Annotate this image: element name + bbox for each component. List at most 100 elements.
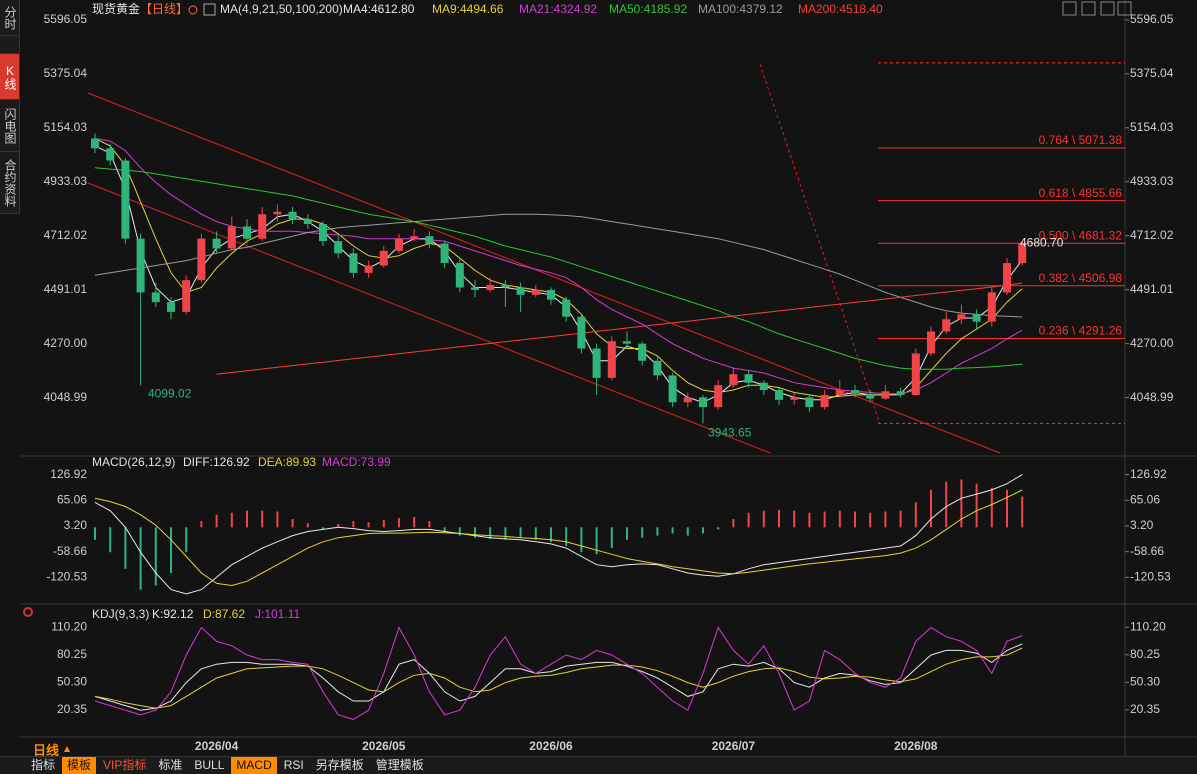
indicator-icon[interactable] xyxy=(203,3,216,16)
candle-body xyxy=(911,353,920,395)
macd-bar xyxy=(975,483,978,528)
x-tick-label: 2026/06 xyxy=(529,739,573,753)
toolbar-button[interactable]: BULL xyxy=(194,758,225,772)
macd-bar xyxy=(322,527,324,530)
fib-label: 0.500 \ 4681.32 xyxy=(1039,228,1123,242)
toolbar-button[interactable]: 指标 xyxy=(31,758,56,772)
macd-bar xyxy=(534,527,537,540)
toolbar-button[interactable]: 模板 xyxy=(62,757,97,774)
candle-body xyxy=(851,390,859,394)
macd-bar xyxy=(990,487,993,528)
fib-label: 0.236 \ 4291.26 xyxy=(1039,324,1123,338)
macd-bar xyxy=(595,527,598,555)
candle-body xyxy=(1003,263,1011,293)
macd-bar xyxy=(261,510,264,528)
toolbar-button[interactable]: 管理模板 xyxy=(375,758,424,772)
x-tick-label: 2026/07 xyxy=(712,739,756,753)
toolbar-button[interactable]: MACD xyxy=(231,757,277,774)
candle-body xyxy=(562,299,571,317)
macd-bar xyxy=(230,512,233,528)
candle-body xyxy=(927,331,935,354)
y-tick-label: 5154.03 xyxy=(44,120,88,134)
macd-bar xyxy=(246,510,248,528)
candle-body xyxy=(668,375,677,403)
macd-bar xyxy=(808,512,811,528)
candle-body xyxy=(486,285,495,290)
legend-entry: DIFF:126.92 xyxy=(183,455,250,469)
toolbar-button[interactable]: 标准 xyxy=(158,758,183,772)
candle-body xyxy=(805,397,814,408)
sidebar-tab[interactable]: 分时图 xyxy=(0,0,19,36)
sidebar-tab[interactable]: K线图 xyxy=(0,54,19,100)
macd-bar xyxy=(838,510,841,528)
window-button[interactable] xyxy=(1117,1,1132,16)
add-icon[interactable] xyxy=(188,5,198,15)
macd-bar xyxy=(413,516,416,528)
legend-entry: DEA:89.93 xyxy=(258,455,316,469)
trend-line xyxy=(87,182,771,454)
candle-body xyxy=(106,148,115,161)
candle-body xyxy=(91,138,99,149)
candle-body xyxy=(379,250,388,266)
candle-body xyxy=(759,382,768,391)
macd-bar xyxy=(154,527,157,586)
x-tick-label: 2026/05 xyxy=(362,739,406,753)
indicator-title: MA(4,9,21,50,100,200) xyxy=(220,2,343,16)
macd-bar xyxy=(200,521,203,528)
candle-body xyxy=(881,391,890,399)
x-tick-label: 2026/04 xyxy=(195,739,239,753)
period-arrow[interactable] xyxy=(64,746,70,752)
toolbar-button[interactable]: VIP指标 xyxy=(103,758,147,772)
y-tick-label: 20.35 xyxy=(57,702,87,716)
y-tick-label: 5596.05 xyxy=(1130,12,1174,26)
legend-entry: MA200:4518.40 xyxy=(798,2,883,16)
macd-bar xyxy=(139,527,142,590)
candle-body xyxy=(714,385,723,408)
macd-bar xyxy=(656,527,659,536)
window-button[interactable] xyxy=(1062,1,1077,16)
instrument-title: 现货黄金 xyxy=(92,1,140,16)
macd-bar xyxy=(124,527,127,569)
indicator-line xyxy=(94,626,1023,720)
sidebar-tab[interactable]: 合约资料 xyxy=(0,152,19,214)
indicator-line xyxy=(94,647,1023,709)
candle-body xyxy=(729,374,738,386)
sidebar-tab[interactable] xyxy=(0,36,19,54)
y-tick-label: 4933.03 xyxy=(1130,174,1174,188)
candle-body xyxy=(410,236,419,239)
window-button[interactable] xyxy=(1100,1,1115,16)
macd-bar xyxy=(1021,496,1024,528)
period-selector[interactable]: 日线 xyxy=(33,743,60,758)
window-button[interactable] xyxy=(1081,1,1096,16)
legend-entry: MA50:4185.92 xyxy=(609,2,687,16)
candle-body xyxy=(775,390,783,400)
toolbar: 指标 模板 VIP指标 标准 BULL MACD RSI 另存模板 管理模板 xyxy=(0,756,1197,774)
sidebar-tab[interactable]: 闪电图 xyxy=(0,100,19,152)
settings-icon[interactable] xyxy=(23,607,33,617)
macd-bar xyxy=(869,512,872,528)
legend-entry: D:87.62 xyxy=(203,607,245,621)
macd-bar xyxy=(170,527,172,573)
legend-entry: MACD:73.99 xyxy=(322,455,391,469)
candle-body xyxy=(699,397,707,408)
y-tick-label: 80.25 xyxy=(57,647,87,661)
y-tick-label: 4712.02 xyxy=(1130,228,1174,242)
y-tick-label: 5375.04 xyxy=(44,66,88,80)
y-tick-label: 3.20 xyxy=(64,518,88,532)
macd-bar xyxy=(109,527,112,553)
legend-entry: MA100:4379.12 xyxy=(698,2,783,16)
candle-body xyxy=(866,393,875,399)
indicator-title: KDJ(9,3,3) xyxy=(92,607,149,621)
macd-bar xyxy=(185,527,188,553)
candle-body xyxy=(349,253,358,273)
candle-body xyxy=(212,238,221,249)
indicator-line xyxy=(94,167,1023,370)
fib-label: 0.618 \ 4855.66 xyxy=(1039,186,1123,200)
indicator-line xyxy=(94,489,1023,587)
toolbar-button[interactable]: 另存模板 xyxy=(315,758,364,772)
candle-body xyxy=(547,289,555,300)
macd-bar xyxy=(717,527,720,530)
y-tick-label: 4270.00 xyxy=(1130,336,1174,350)
y-tick-label: 4491.01 xyxy=(44,282,88,296)
toolbar-button[interactable]: RSI xyxy=(283,758,304,772)
